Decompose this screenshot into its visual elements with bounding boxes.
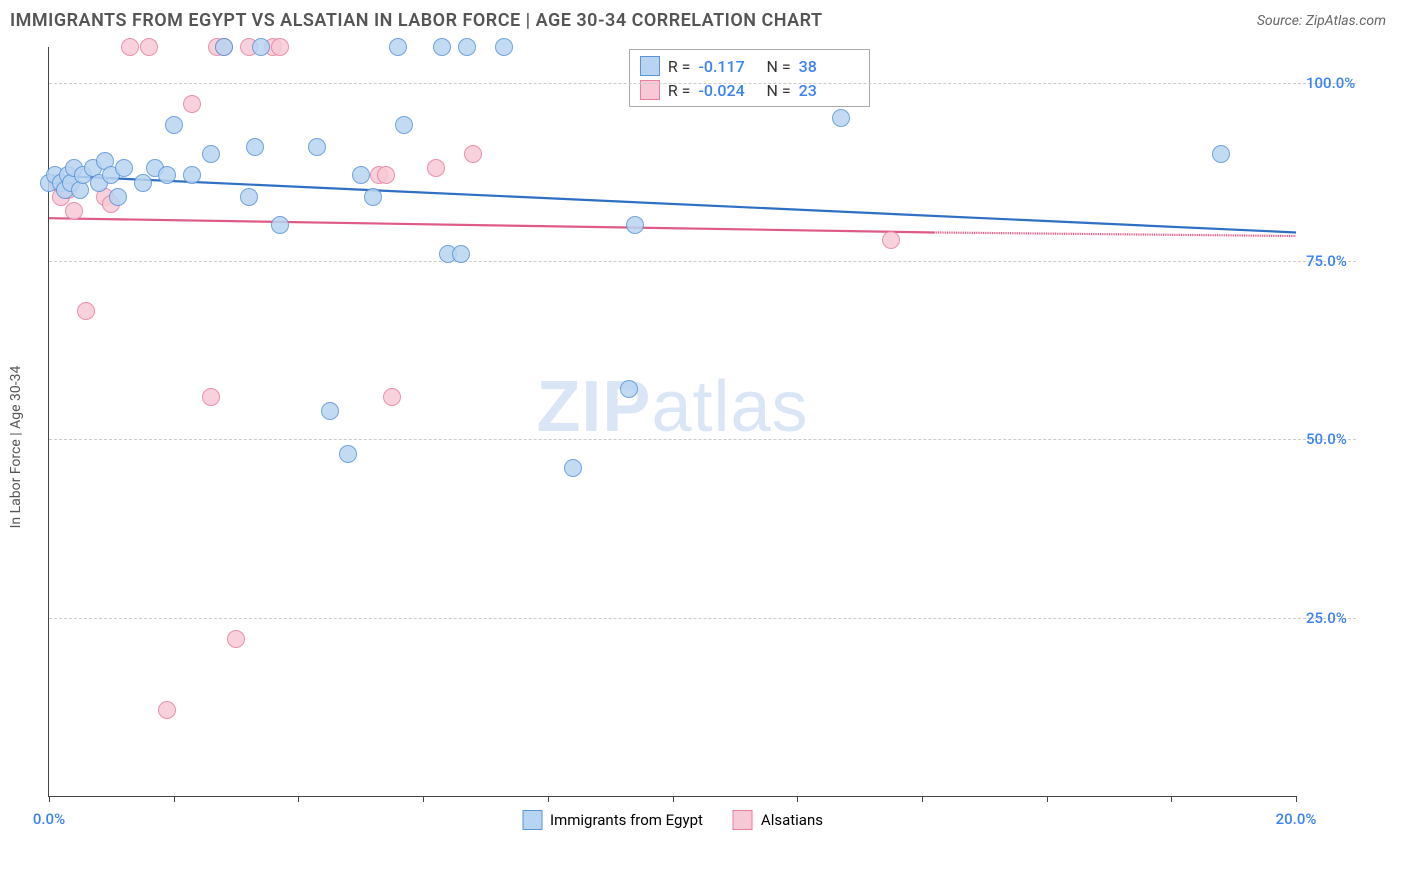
source-label: Source: ZipAtlas.com — [1257, 13, 1386, 29]
legend-label-b: Alsatians — [761, 811, 823, 829]
grid-h — [49, 261, 1356, 262]
xtick-mark — [298, 796, 299, 802]
data-point-a — [1212, 145, 1230, 163]
data-point-a — [389, 38, 407, 56]
chart-title: IMMIGRANTS FROM EGYPT VS ALSATIAN IN LAB… — [10, 10, 823, 31]
data-point-b — [183, 95, 201, 113]
data-point-a — [308, 138, 326, 156]
n-value-a: 38 — [799, 57, 859, 76]
data-point-a — [109, 188, 127, 206]
xtick-mark — [1171, 796, 1172, 802]
trend-lines — [49, 47, 1296, 796]
data-point-b — [140, 38, 158, 56]
correlation-legend: R = -0.117 N = 38 R = -0.024 N = 23 — [629, 49, 870, 107]
data-point-a — [215, 38, 233, 56]
data-point-b — [427, 159, 445, 177]
xtick-mark — [1047, 796, 1048, 802]
xtick-mark — [797, 796, 798, 802]
data-point-a — [395, 116, 413, 134]
r-value-a: -0.117 — [698, 57, 758, 76]
data-point-a — [352, 166, 370, 184]
xtick-mark — [423, 796, 424, 802]
grid-h — [49, 618, 1356, 619]
data-point-a — [158, 166, 176, 184]
xtick-mark — [49, 796, 50, 802]
plot-region: ZIPatlas R = -0.117 N = 38 R = -0.024 N … — [48, 47, 1296, 797]
data-point-b — [77, 302, 95, 320]
legend-swatch-b — [733, 810, 753, 830]
data-point-a — [134, 174, 152, 192]
xtick-mark — [922, 796, 923, 802]
data-point-a — [321, 402, 339, 420]
data-point-a — [626, 216, 644, 234]
chart-area: In Labor Force | Age 30-34 ZIPatlas R = … — [0, 37, 1406, 857]
legend-swatch-a — [522, 810, 542, 830]
data-point-a — [620, 380, 638, 398]
watermark: ZIPatlas — [536, 366, 808, 448]
bottom-legend: Immigrants from Egypt Alsatians — [522, 810, 823, 830]
data-point-a — [271, 216, 289, 234]
data-point-b — [227, 630, 245, 648]
legend-item-a: Immigrants from Egypt — [522, 810, 703, 830]
data-point-a — [364, 188, 382, 206]
data-point-b — [65, 202, 83, 220]
ytick-label: 100.0% — [1306, 74, 1366, 92]
ytick-label: 50.0% — [1306, 430, 1366, 448]
data-point-a — [252, 38, 270, 56]
data-point-a — [458, 38, 476, 56]
data-point-a — [115, 159, 133, 177]
data-point-a — [495, 38, 513, 56]
xtick-label: 0.0% — [33, 810, 65, 828]
data-point-a — [246, 138, 264, 156]
data-point-b — [271, 38, 289, 56]
data-point-a — [183, 166, 201, 184]
data-point-a — [240, 188, 258, 206]
ytick-label: 25.0% — [1306, 609, 1366, 627]
xtick-mark — [174, 796, 175, 802]
corr-row-b: R = -0.024 N = 23 — [640, 78, 859, 102]
watermark-zip: ZIP — [536, 367, 651, 447]
corr-row-a: R = -0.117 N = 38 — [640, 54, 859, 78]
data-point-b — [202, 388, 220, 406]
grid-h — [49, 83, 1356, 84]
legend-label-a: Immigrants from Egypt — [550, 811, 703, 829]
data-point-a — [564, 459, 582, 477]
data-point-a — [202, 145, 220, 163]
ytick-label: 75.0% — [1306, 252, 1366, 270]
data-point-b — [882, 231, 900, 249]
data-point-b — [121, 38, 139, 56]
data-point-b — [464, 145, 482, 163]
n-label: N = — [766, 57, 790, 76]
legend-item-b: Alsatians — [733, 810, 823, 830]
data-point-a — [165, 116, 183, 134]
swatch-series-a — [640, 56, 660, 76]
y-axis-label: In Labor Force | Age 30-34 — [8, 366, 24, 529]
xtick-mark — [548, 796, 549, 802]
data-point-b — [158, 701, 176, 719]
data-point-b — [383, 388, 401, 406]
xtick-mark — [1296, 796, 1297, 802]
grid-h — [49, 439, 1356, 440]
data-point-a — [452, 245, 470, 263]
r-label: R = — [668, 57, 691, 76]
source-prefix: Source: — [1257, 13, 1306, 29]
data-point-a — [832, 109, 850, 127]
source-name: ZipAtlas.com — [1306, 13, 1386, 29]
watermark-atlas: atlas — [651, 367, 808, 447]
data-point-b — [377, 166, 395, 184]
xtick-mark — [673, 796, 674, 802]
data-point-a — [433, 38, 451, 56]
xtick-label: 20.0% — [1276, 810, 1317, 828]
data-point-a — [339, 445, 357, 463]
